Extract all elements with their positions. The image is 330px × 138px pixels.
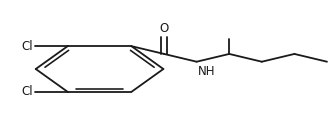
Text: Cl: Cl	[22, 85, 33, 98]
Text: O: O	[159, 22, 169, 35]
Text: Cl: Cl	[22, 40, 33, 53]
Text: NH: NH	[198, 65, 216, 78]
